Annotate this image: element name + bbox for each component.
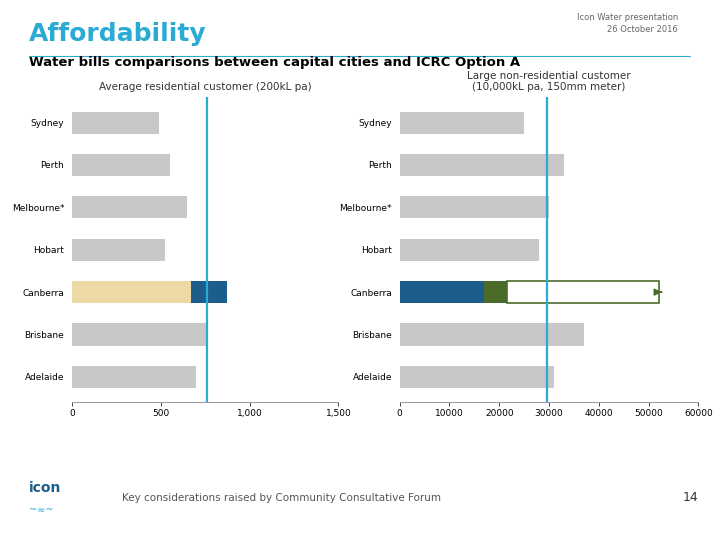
- Text: If we follow the ICRC’s preferred option the shift is outside industry norm.: If we follow the ICRC’s preferred option…: [18, 437, 541, 451]
- Bar: [400, 239, 539, 261]
- Bar: [400, 154, 564, 176]
- Bar: [507, 281, 659, 303]
- Text: Affordability: Affordability: [29, 22, 207, 46]
- Bar: [207, 281, 227, 303]
- Bar: [400, 197, 549, 218]
- Text: icon: icon: [29, 481, 61, 495]
- Title: Average residential customer (200kL pa): Average residential customer (200kL pa): [99, 82, 312, 92]
- Text: ~≈~: ~≈~: [29, 504, 53, 515]
- Text: 14: 14: [683, 491, 698, 504]
- Bar: [72, 239, 166, 261]
- Bar: [400, 112, 524, 133]
- Bar: [485, 281, 507, 303]
- Bar: [72, 323, 207, 346]
- Bar: [72, 112, 159, 133]
- Text: Key considerations raised by Community Consultative Forum: Key considerations raised by Community C…: [122, 492, 441, 503]
- Bar: [400, 366, 554, 388]
- Text: Water bills comparisons between capital cities and ICRC Option A: Water bills comparisons between capital …: [29, 56, 520, 69]
- Bar: [191, 281, 207, 303]
- Bar: [72, 366, 197, 388]
- Bar: [400, 281, 485, 303]
- Title: Large non-residential customer
(10,000kL pa, 150mm meter): Large non-residential customer (10,000kL…: [467, 71, 631, 92]
- Bar: [72, 197, 187, 218]
- Bar: [72, 154, 170, 176]
- Text: Icon Water presentation
26 October 2016: Icon Water presentation 26 October 2016: [577, 13, 678, 34]
- Bar: [72, 281, 191, 303]
- Bar: [400, 323, 584, 346]
